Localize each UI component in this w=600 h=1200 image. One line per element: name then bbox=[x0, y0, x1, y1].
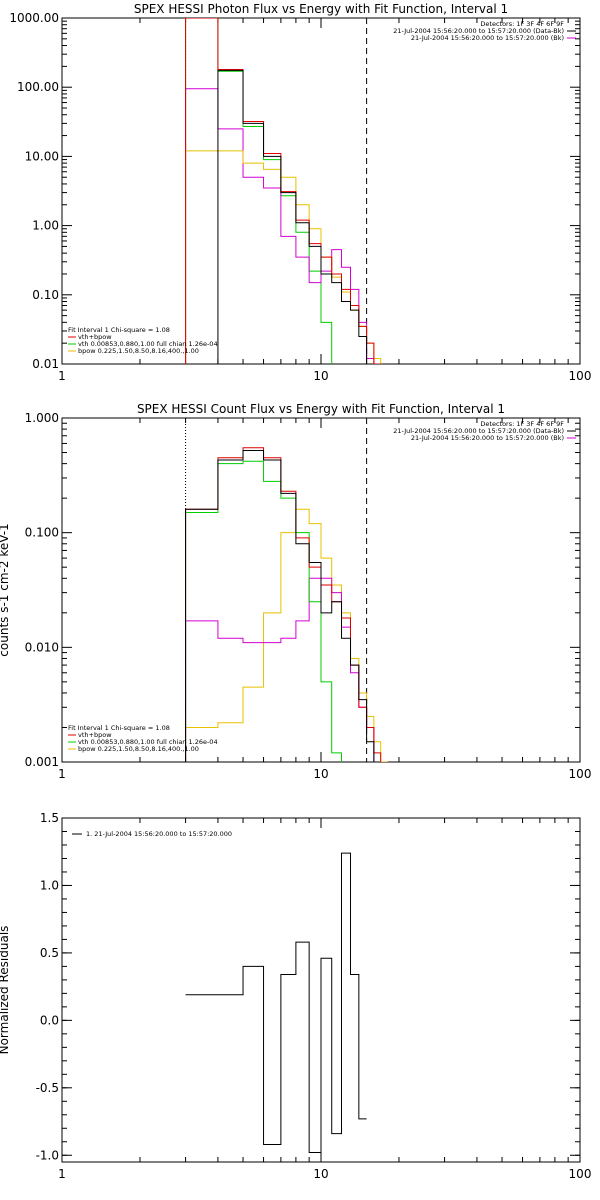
fit-label-line: vth+bpow bbox=[78, 333, 112, 341]
y-tick-label: 0.01 bbox=[32, 357, 59, 371]
series-total-line bbox=[185, 450, 375, 762]
x-tick-label: 1 bbox=[58, 1167, 66, 1181]
y-axis-label: counts s-1 cm-2 keV-1 bbox=[0, 523, 11, 656]
series-model-line bbox=[185, 447, 382, 762]
fit-label-line: bpow 0.225,1.50,8.50,8.16,400.,1.00 bbox=[78, 745, 199, 753]
y-tick-label: 0.5 bbox=[40, 946, 59, 960]
plot-title: SPEX HESSI Count Flux vs Energy with Fit… bbox=[137, 402, 505, 416]
y-tick-label: 0.10 bbox=[32, 288, 59, 302]
fit-label-line: vth 0.00853,0.880,1.00 full chian 1.26e-… bbox=[78, 340, 218, 348]
info-line: 21-Jul-2004 15:56:20.000 to 15:57:20.000… bbox=[411, 34, 564, 42]
y-tick-label: 0.0 bbox=[40, 1013, 59, 1027]
series-total-line bbox=[185, 852, 367, 1154]
y-tick-label: 100.00 bbox=[17, 80, 59, 94]
fit-label-line: Fit Interval 1 Chi-square = 1.08 bbox=[68, 326, 170, 334]
fit-label-line: vth 0.00853,0.880,1.00 full chian 1.26e-… bbox=[78, 738, 218, 746]
residuals-panel: Normalized Residuals 1 10 100 -1.0 -0.5 0.0 0.5… bbox=[0, 811, 591, 1181]
x-tick-label: 1 bbox=[58, 767, 66, 781]
y-tick-label: 0.100 bbox=[25, 526, 59, 540]
y-tick-label: 0.001 bbox=[25, 755, 59, 769]
y-tick-label: 10.00 bbox=[25, 149, 59, 163]
info-line: 21-Jul-2004 15:56:20.000 to 15:57:20.000… bbox=[393, 427, 564, 435]
x-tick-label: 10 bbox=[313, 767, 328, 781]
fit-label-line: vth+bpow bbox=[78, 731, 112, 739]
series-model-line bbox=[185, 18, 382, 364]
y-tick-label: 1000.00 bbox=[9, 11, 59, 25]
series-bpow-line bbox=[185, 150, 382, 364]
y-tick-label: 1.5 bbox=[40, 811, 59, 825]
y-tick-label: -1.0 bbox=[36, 1148, 59, 1162]
info-line: 21-Jul-2004 15:56:20.000 to 15:57:20.000… bbox=[393, 27, 564, 35]
y-tick-label: 1.00 bbox=[32, 219, 59, 233]
fit-label-line: Fit Interval 1 Chi-square = 1.08 bbox=[68, 724, 170, 732]
x-tick-label: 1 bbox=[58, 369, 66, 383]
x-tick-label: 100 bbox=[569, 767, 592, 781]
fit-label-line: bpow 0.225,1.50,8.50,8.16,400.,1.00 bbox=[78, 347, 199, 355]
y-tick-label: 1.000 bbox=[25, 411, 59, 425]
legend-entry: 1. 21-Jul-2004 15:56:20.000 to 15:57:20.… bbox=[86, 830, 232, 838]
series-total-line bbox=[217, 69, 368, 364]
series-bpow-line bbox=[185, 508, 388, 762]
info-line: Detectors: 1F 3F 4F 6F 9F bbox=[480, 420, 564, 428]
x-tick-label: 10 bbox=[313, 369, 328, 383]
y-tick-label: -0.5 bbox=[36, 1081, 59, 1095]
x-tick-label: 100 bbox=[569, 369, 592, 383]
y-tick-label: 0.010 bbox=[25, 640, 59, 654]
photon-flux-panel: SPEX HESSI Photon Flux vs Energy with Fi… bbox=[9, 2, 592, 383]
x-tick-label: 100 bbox=[569, 1167, 592, 1181]
y-axis-label: Normalized Residuals bbox=[0, 926, 11, 1055]
series-vth-line bbox=[185, 460, 343, 762]
info-line: Detectors: 1F 3F 4F 6F 9F bbox=[480, 20, 564, 28]
info-line: 21-Jul-2004 15:56:20.000 to 15:57:20.000… bbox=[411, 434, 564, 442]
plot-title: SPEX HESSI Photon Flux vs Energy with Fi… bbox=[134, 2, 508, 16]
y-tick-label: 1.0 bbox=[40, 878, 59, 892]
series-bk-line bbox=[185, 88, 375, 364]
count-flux-panel: SPEX HESSI Count Flux vs Energy with Fit… bbox=[0, 402, 591, 781]
x-tick-label: 10 bbox=[313, 1167, 328, 1181]
